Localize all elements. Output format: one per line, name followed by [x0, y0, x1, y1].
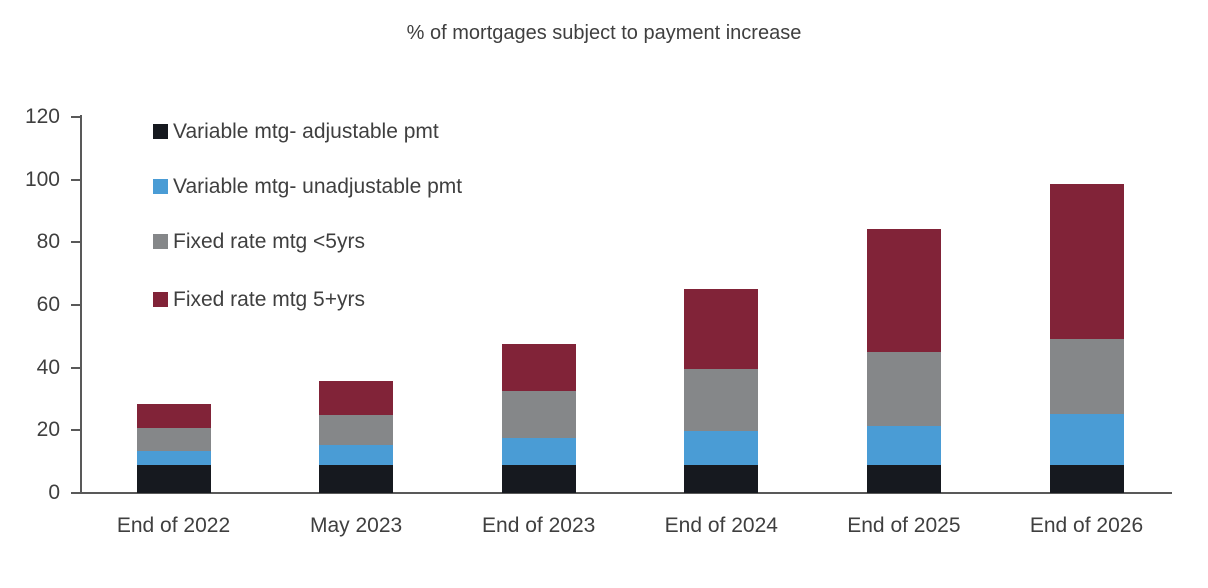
legend-label: Variable mtg- adjustable pmt [173, 120, 439, 143]
y-tick-label: 20 [36, 418, 60, 442]
bar-segment [501, 390, 576, 439]
bar-segment [319, 380, 394, 416]
y-tick-mark [71, 492, 81, 494]
chart-title: % of mortgages subject to payment increa… [406, 22, 802, 44]
y-tick-label: 60 [36, 293, 60, 316]
bar-segment [866, 465, 941, 493]
x-tick-label: May 2023 [309, 514, 403, 537]
y-tick-label: 40 [36, 355, 60, 379]
bar-segment [319, 415, 394, 446]
x-tick-label: End of 2024 [664, 514, 778, 537]
bar-segment [136, 450, 211, 466]
x-tick-label: End of 2022 [116, 514, 231, 537]
y-tick-label: 120 [24, 105, 60, 128]
legend-swatch [153, 292, 168, 307]
bar-segment [501, 465, 576, 493]
bar-segment [684, 465, 759, 493]
bar-segment [1049, 465, 1124, 493]
bar-segment [866, 426, 941, 466]
bar-segment [1049, 413, 1124, 466]
y-tick-mark [71, 116, 81, 118]
y-tick-mark [71, 178, 81, 181]
x-tick-label: End of 2023 [482, 514, 596, 537]
legend-swatch [153, 234, 168, 249]
legend-label: Fixed rate mtg 5+yrs [173, 288, 365, 311]
y-tick-mark [71, 429, 81, 432]
y-tick-mark [71, 304, 81, 306]
y-tick-label: 100 [24, 167, 60, 191]
bar-segment [319, 445, 394, 466]
bar-segment [684, 369, 759, 431]
x-tick-label: End of 2026 [1029, 514, 1144, 537]
y-tick-label: 80 [36, 230, 60, 254]
legend-label: Fixed rate mtg <5yrs [173, 230, 365, 253]
legend-swatch [153, 124, 168, 139]
bar-segment [684, 430, 759, 466]
legend-swatch [153, 179, 168, 194]
bar-segment [136, 428, 211, 451]
legend-label: Variable mtg- unadjustable pmt [173, 175, 463, 198]
y-tick-label: 0 [48, 481, 60, 504]
x-axis-line [80, 492, 1172, 494]
bar-segment [501, 438, 576, 466]
bar-segment [1049, 184, 1124, 340]
bar-segment [866, 229, 941, 352]
x-tick-label: End of 2025 [847, 514, 961, 537]
bar-segment [501, 344, 576, 391]
bar-segment [319, 465, 394, 493]
bar-segment [1049, 339, 1124, 414]
y-tick-mark [71, 366, 81, 369]
bar-segment [136, 403, 211, 429]
y-tick-mark [71, 241, 81, 244]
bar-segment [684, 289, 759, 370]
y-axis-line [80, 115, 82, 493]
bar-segment [136, 465, 211, 493]
bar-segment [866, 352, 941, 427]
